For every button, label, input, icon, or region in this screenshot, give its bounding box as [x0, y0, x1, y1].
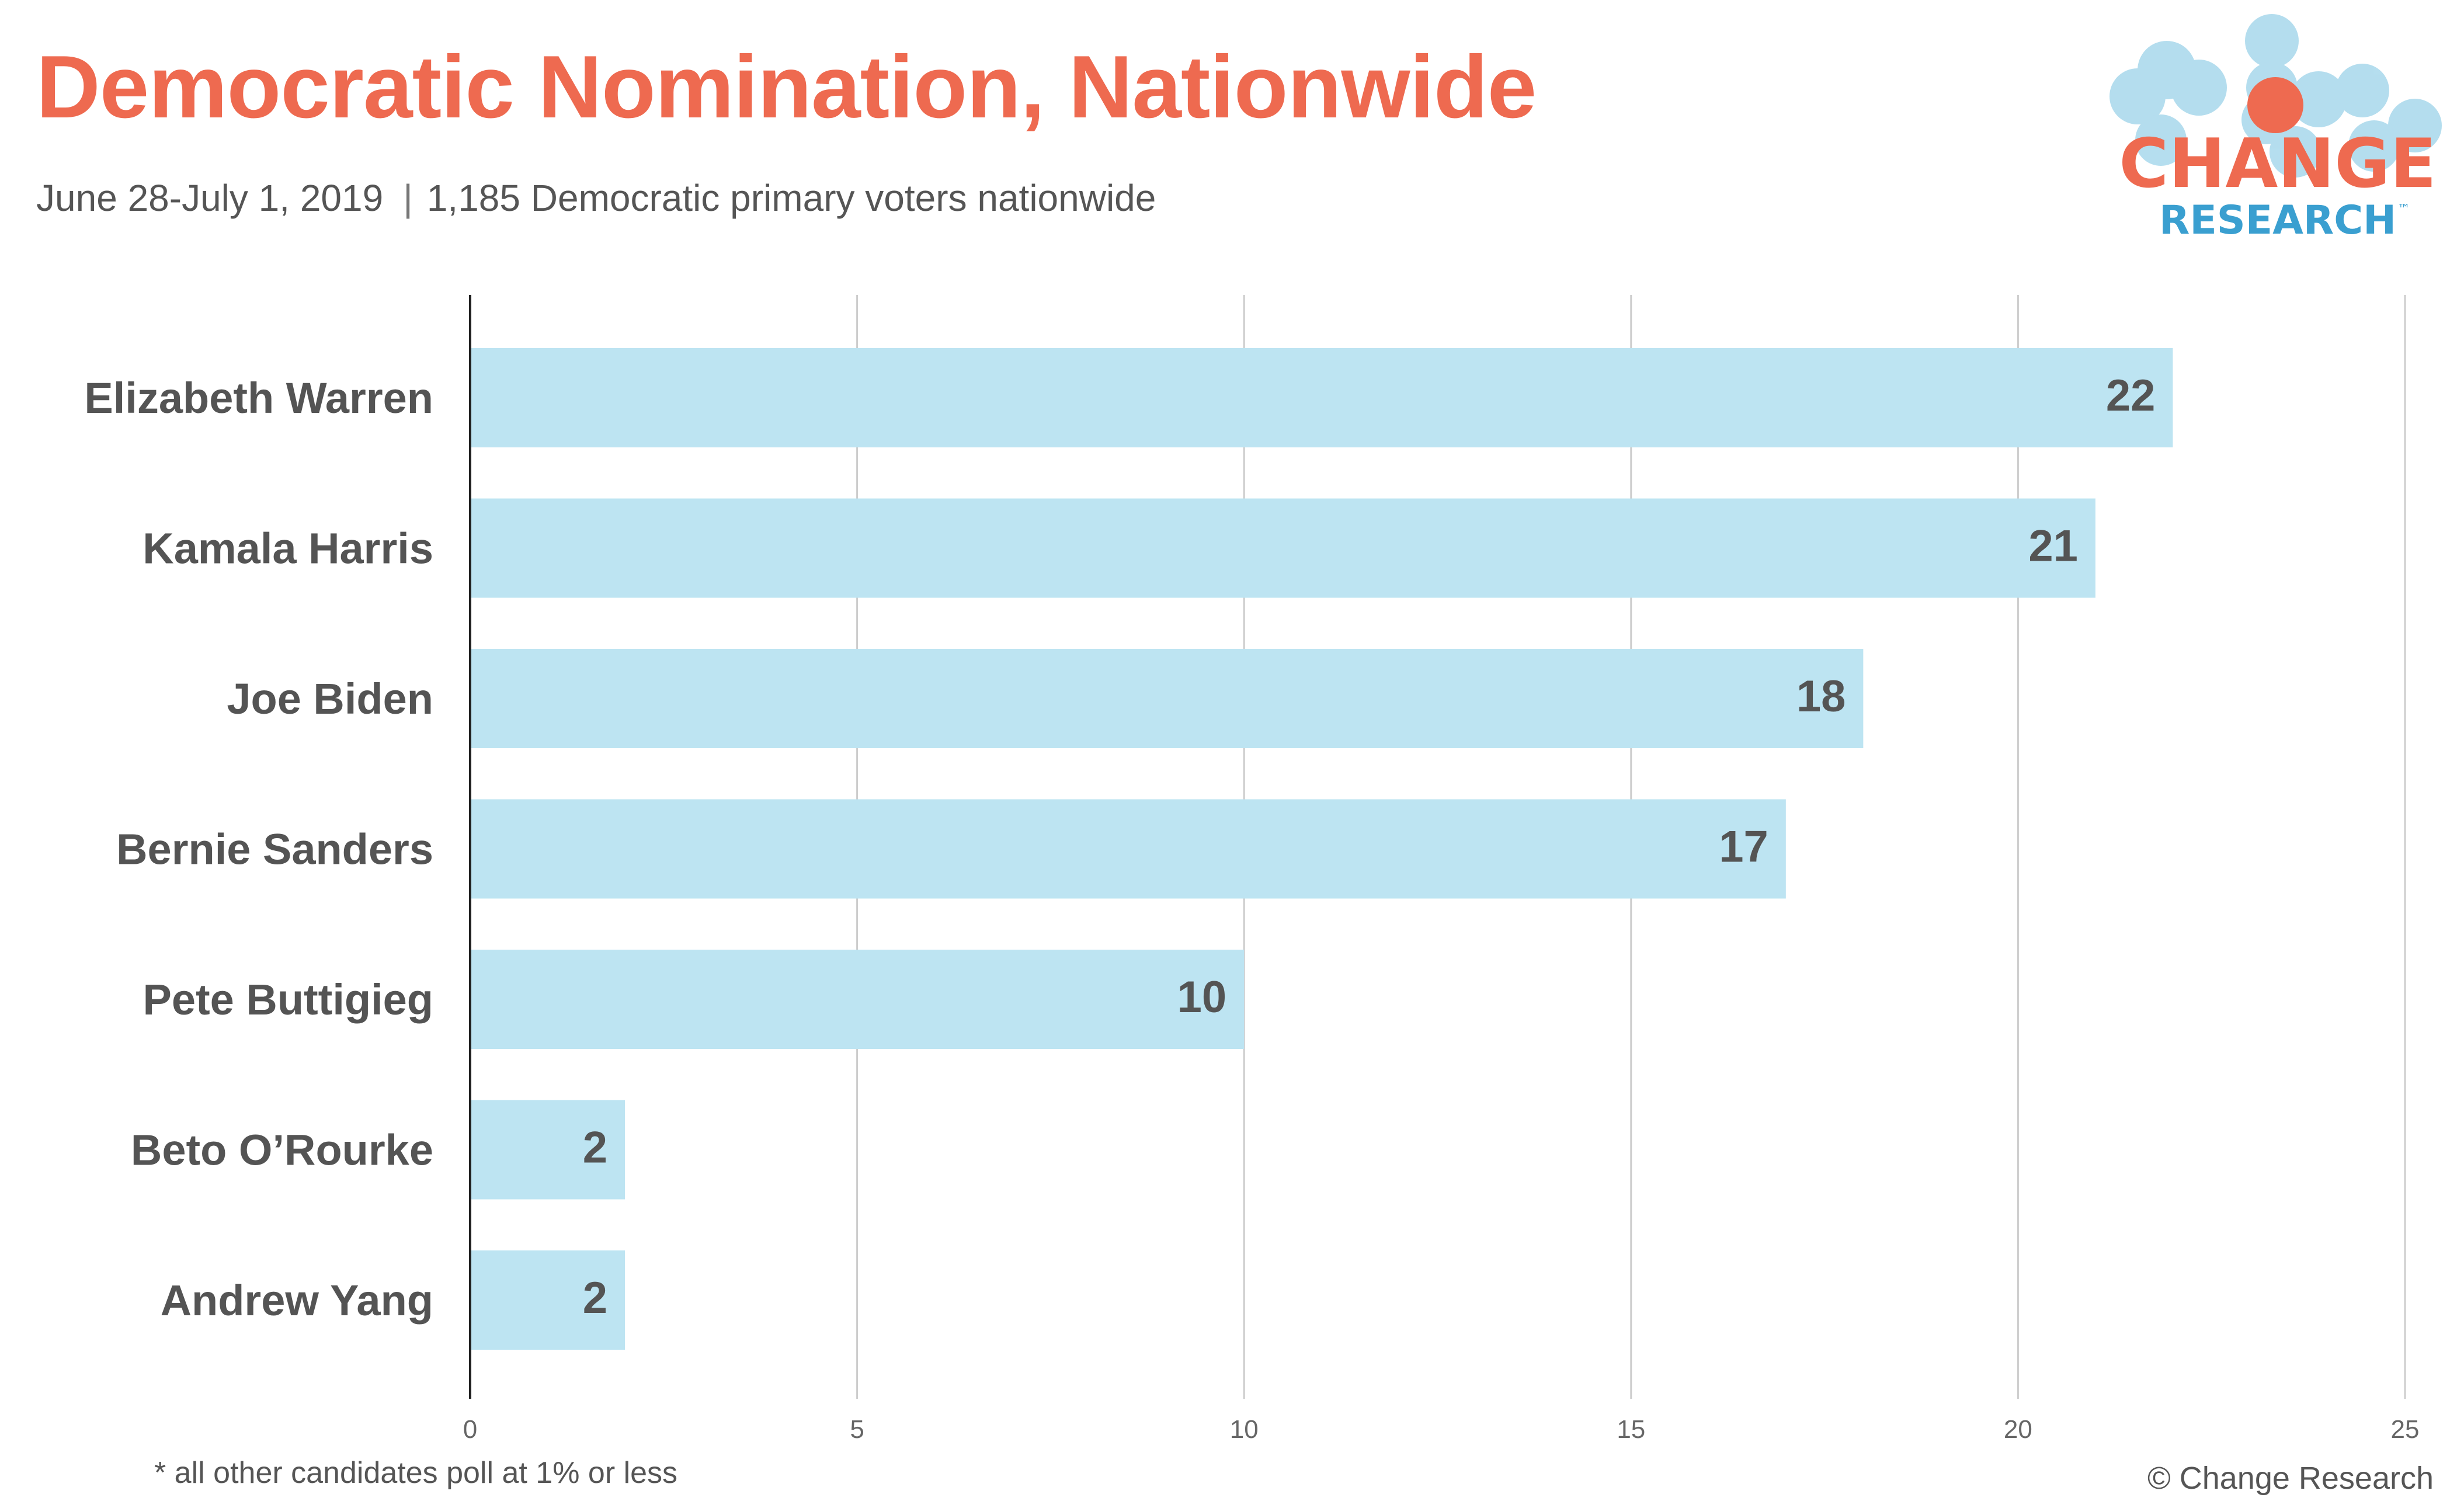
category-labels: Elizabeth Warren Kamala Harris Joe Biden Be…: [84, 374, 433, 1325]
bar-5: [470, 1100, 625, 1200]
category-label-4: Pete Buttigieg: [143, 975, 433, 1024]
value-label-4: 10: [1177, 972, 1227, 1022]
category-label-0: Elizabeth Warren: [84, 374, 433, 422]
category-label-2: Joe Biden: [227, 675, 433, 723]
value-label-3: 17: [1719, 822, 1768, 872]
category-label-1: Kamala Harris: [143, 524, 433, 573]
subtitle-sample: 1,185 Democratic primary voters nationwi…: [426, 177, 1156, 219]
value-label-2: 18: [1796, 672, 1846, 721]
bar-0: [470, 348, 2173, 447]
x-tick-label-25: 25: [2391, 1415, 2420, 1444]
value-label-6: 2: [583, 1273, 607, 1323]
logo-line2: RESEARCH: [2159, 197, 2396, 244]
bar-3: [470, 799, 1786, 899]
chart-title: Democratic Nomination, Nationwide: [36, 37, 1537, 137]
x-tick-label-10: 10: [1230, 1415, 1259, 1444]
bar-2: [470, 649, 1864, 748]
change-research-logo: CHANGE RESEARCH ™: [2109, 14, 2442, 244]
category-label-3: Bernie Sanders: [116, 825, 433, 874]
logo-trademark: ™: [2397, 202, 2410, 217]
copyright: © Change Research: [2147, 1461, 2434, 1496]
subtitle-date: June 28-July 1, 2019: [36, 177, 384, 219]
logo-line1: CHANGE: [2119, 124, 2437, 203]
category-label-5: Beto O’Rourke: [131, 1126, 433, 1175]
subtitle-separator: |: [403, 177, 413, 219]
x-tick-label-5: 5: [850, 1415, 864, 1444]
bar-1: [470, 498, 2095, 598]
bar-4: [470, 950, 1245, 1049]
gridlines: [856, 295, 2406, 1399]
x-tick-label-20: 20: [2004, 1415, 2032, 1444]
footnote: * all other candidates poll at 1% or les…: [154, 1456, 678, 1490]
value-label-1: 21: [2028, 522, 2078, 571]
x-tick-labels: 0 5 10 15 20 25: [463, 1415, 2420, 1444]
x-tick-label-0: 0: [463, 1415, 477, 1444]
category-label-6: Andrew Yang: [161, 1276, 433, 1325]
bars: [470, 348, 2173, 1350]
value-label-5: 2: [583, 1123, 607, 1173]
x-tick-label-15: 15: [1617, 1415, 1645, 1444]
value-label-0: 22: [2106, 371, 2156, 421]
chart-subtitle: June 28-July 1, 2019 | 1,185 Democratic pr…: [36, 176, 1156, 220]
bar-6: [470, 1250, 625, 1350]
